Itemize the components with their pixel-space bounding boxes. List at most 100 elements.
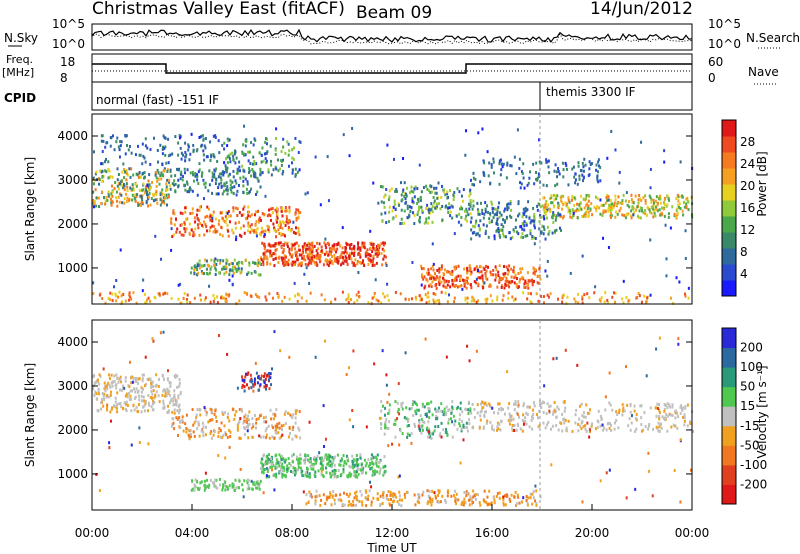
velocity-point (481, 400, 484, 404)
power-point (238, 220, 241, 224)
velocity-point (141, 373, 144, 377)
power-point (542, 214, 545, 218)
power-point (172, 211, 175, 215)
power-point (260, 226, 263, 230)
velocity-point (517, 400, 520, 404)
power-colorbar-swatch (722, 280, 736, 297)
power-point (471, 231, 474, 235)
velocity-point (513, 408, 516, 412)
velocity-point (377, 465, 380, 469)
power-point (152, 192, 155, 196)
power-point (553, 229, 556, 233)
velocity-point (346, 474, 349, 478)
velocity-point (138, 377, 141, 381)
power-point (116, 204, 119, 208)
power-point (432, 195, 435, 199)
velocity-point (482, 427, 485, 431)
power-point (655, 195, 658, 199)
velocity-point (163, 388, 166, 392)
velocity-point (148, 377, 151, 381)
velocity-point (295, 455, 298, 459)
power-point (281, 220, 284, 224)
power-point (208, 264, 211, 268)
velocity-point (268, 460, 271, 464)
velocity-point (314, 499, 317, 503)
power-point (505, 215, 508, 219)
velocity-point (525, 422, 528, 426)
velocity-point (396, 401, 399, 405)
velocity-point (321, 473, 324, 477)
power-point (416, 197, 419, 201)
velocity-point (265, 374, 268, 378)
power-point (106, 141, 109, 145)
power-point (156, 180, 159, 184)
velocity-point (466, 491, 469, 495)
power-point (297, 151, 300, 155)
velocity-point (538, 424, 541, 428)
power-point (472, 171, 475, 175)
velocity-point (211, 481, 214, 485)
power-point (306, 253, 309, 257)
velocity-point (326, 455, 329, 459)
velocity-point (298, 458, 301, 462)
power-point (210, 258, 213, 262)
power-point (287, 153, 290, 157)
power-point (544, 269, 547, 273)
power-colorbar-tick: 24 (740, 157, 755, 171)
velocity-point (365, 461, 368, 465)
velocity-point (665, 412, 668, 416)
power-point (228, 214, 231, 218)
power-point (451, 205, 454, 209)
power-point (620, 201, 623, 205)
power-point (202, 137, 205, 141)
velocity-point (648, 424, 651, 428)
power-point (284, 151, 287, 155)
velocity-point (648, 469, 651, 473)
power-point (100, 162, 103, 166)
power-point (538, 220, 541, 224)
power-point (205, 259, 208, 263)
velocity-point (272, 417, 275, 421)
power-point (642, 196, 645, 200)
velocity-point (470, 499, 473, 503)
velocity-point (432, 432, 435, 436)
power-point (119, 182, 122, 186)
power-point (638, 194, 641, 198)
velocity-point (355, 462, 358, 466)
velocity-point (236, 426, 239, 430)
velocity-point (159, 331, 162, 335)
velocity-point (455, 498, 458, 502)
velocity-point (191, 408, 194, 412)
velocity-point (320, 467, 323, 471)
velocity-point (483, 500, 486, 504)
power-point (214, 272, 217, 276)
power-point (315, 257, 318, 261)
velocity-point (292, 425, 295, 429)
power-point (457, 220, 460, 224)
power-point (225, 188, 228, 192)
power-point (377, 299, 380, 303)
power-point (604, 210, 607, 214)
power-point (583, 157, 586, 161)
velocity-point (373, 362, 376, 366)
velocity-point (314, 470, 317, 474)
power-point (609, 214, 612, 218)
power-point (375, 245, 378, 249)
velocity-point (461, 410, 464, 414)
velocity-point (597, 409, 600, 413)
velocity-point (617, 426, 620, 430)
velocity-point (247, 386, 250, 390)
velocity-point (663, 407, 666, 411)
power-point (170, 248, 173, 252)
power-point (330, 300, 333, 304)
power-point (555, 170, 558, 174)
velocity-point (411, 400, 414, 404)
power-point (499, 235, 502, 239)
velocity-point (459, 407, 462, 411)
velocity-point (354, 503, 357, 507)
power-point (461, 199, 464, 203)
velocity-point (488, 489, 491, 493)
power-point (117, 295, 120, 299)
velocity-point (109, 385, 112, 389)
power-point (554, 194, 557, 198)
